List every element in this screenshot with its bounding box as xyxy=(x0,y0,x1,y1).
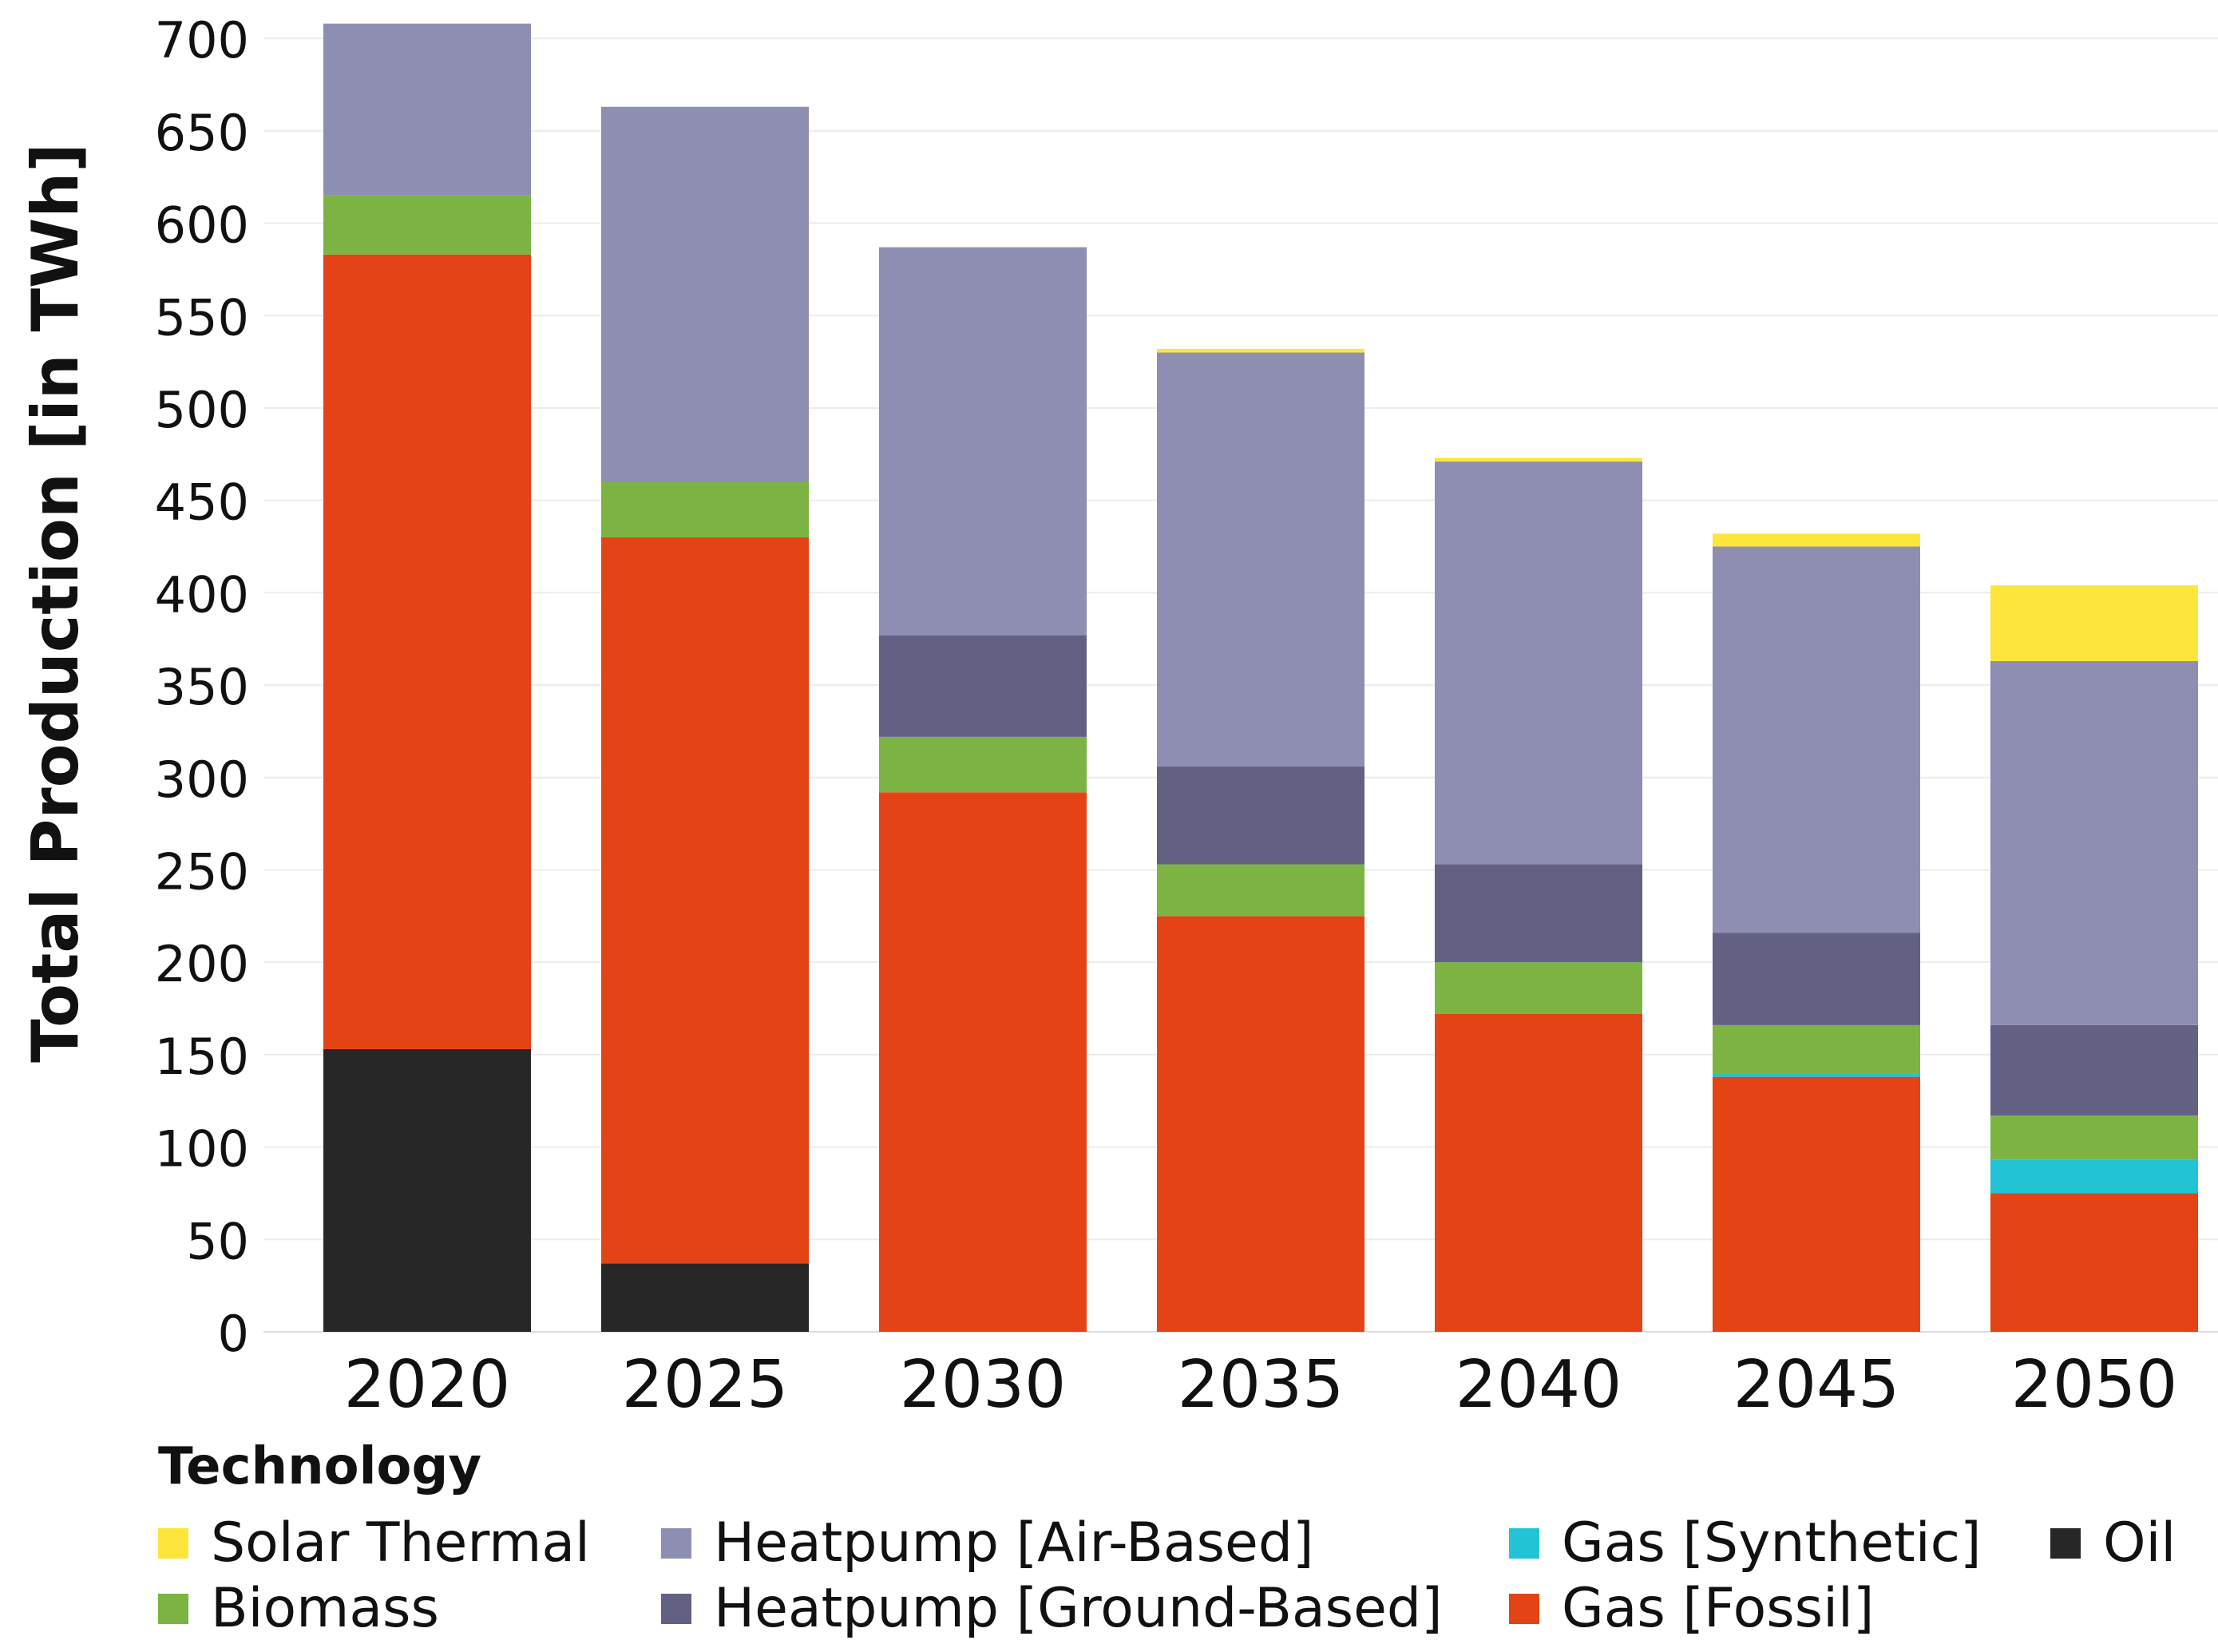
bar-segment-gas-fossil-2040 xyxy=(1435,1013,1642,1332)
legend-label-heatpump-ground: Heatpump [Ground-Based] xyxy=(714,1577,1443,1640)
bar-segment-biomass-2045 xyxy=(1713,1024,1920,1074)
bar-segment-gas-fossil-2020 xyxy=(323,254,531,1049)
y-tick-label: 200 xyxy=(155,935,249,993)
legend-label-oil: Oil xyxy=(2103,1511,2176,1575)
bar-segment-biomass-2020 xyxy=(323,195,531,255)
y-tick-label: 350 xyxy=(155,658,249,716)
x-tick-label: 2030 xyxy=(900,1347,1067,1423)
y-tick-label: 0 xyxy=(218,1305,249,1363)
bar-segment-heatpump-ground-based-2030 xyxy=(879,635,1087,737)
legend-label-gas-synthetic: Gas [Synthetic] xyxy=(1562,1511,1982,1575)
legend-swatch-heatpump-air xyxy=(661,1527,691,1559)
legend-label-heatpump-air: Heatpump [Air-Based] xyxy=(714,1511,1314,1575)
legend-item-heatpump-ground: Heatpump [Ground-Based] xyxy=(661,1577,1443,1640)
y-tick-label: 700 xyxy=(155,11,249,69)
bar-segment-solar-thermal-2035 xyxy=(1157,348,1364,353)
legend-label-gas-fossil: Gas [Fossil] xyxy=(1562,1577,1875,1640)
y-tick-label: 450 xyxy=(155,473,249,532)
bar-segment-heatpump-air-based-2035 xyxy=(1157,352,1364,767)
bar-segment-solar-thermal-2040 xyxy=(1435,458,1642,462)
x-tick-label: 2020 xyxy=(344,1347,511,1423)
bar-segment-heatpump-air-based-2050 xyxy=(1990,660,2198,1025)
y-tick-label: 50 xyxy=(186,1212,249,1270)
bar-segment-heatpump-ground-based-2035 xyxy=(1157,766,1364,865)
y-tick-label: 300 xyxy=(155,751,249,809)
bar-segment-heatpump-ground-based-2050 xyxy=(1990,1024,2198,1116)
legend-item-gas-fossil: Gas [Fossil] xyxy=(1509,1577,1874,1640)
x-tick-label: 2045 xyxy=(1733,1347,1900,1423)
x-tick-label: 2050 xyxy=(2011,1347,2178,1423)
bar-segment-heatpump-air-based-2020 xyxy=(323,23,531,196)
bar-segment-gas-fossil-2050 xyxy=(1990,1193,2198,1332)
y-tick-label: 400 xyxy=(155,565,249,624)
legend-item-heatpump-air: Heatpump [Air-Based] xyxy=(661,1511,1314,1575)
legend-swatch-gas-synthetic xyxy=(1509,1527,1539,1559)
x-tick-label: 2025 xyxy=(622,1347,789,1423)
bar-segment-heatpump-air-based-2025 xyxy=(601,106,809,482)
legend-item-solar-thermal: Solar Thermal xyxy=(158,1511,590,1575)
legend-swatch-solar-thermal xyxy=(158,1527,188,1559)
bar-segment-gas-fossil-2035 xyxy=(1157,916,1364,1332)
x-tick-label: 2035 xyxy=(1178,1347,1345,1423)
legend-swatch-biomass xyxy=(158,1593,188,1624)
bar-segment-gas-fossil-2030 xyxy=(879,792,1087,1332)
legend-item-gas-synthetic: Gas [Synthetic] xyxy=(1509,1511,1982,1575)
bar-segment-heatpump-air-based-2040 xyxy=(1435,462,1642,865)
legend-swatch-oil xyxy=(2050,1527,2081,1559)
x-tick-label: 2040 xyxy=(1456,1347,1622,1423)
bar-segment-gas-synthetic-2050 xyxy=(1990,1159,2198,1194)
bar-segment-heatpump-ground-based-2040 xyxy=(1435,864,1642,963)
y-tick-label: 600 xyxy=(155,196,249,255)
bar-segment-biomass-2035 xyxy=(1157,864,1364,917)
y-tick-label: 550 xyxy=(155,288,249,347)
bar-segment-gas-synthetic-2045 xyxy=(1713,1073,1920,1077)
bar-segment-heatpump-ground-based-2045 xyxy=(1713,933,1920,1025)
bar-segment-solar-thermal-2045 xyxy=(1713,533,1920,547)
legend-item-oil: Oil xyxy=(2050,1511,2176,1575)
y-tick-label: 100 xyxy=(155,1120,249,1179)
legend-label-solar-thermal: Solar Thermal xyxy=(211,1511,590,1575)
legend-item-biomass: Biomass xyxy=(158,1577,439,1640)
legend-label-biomass: Biomass xyxy=(211,1577,439,1640)
legend-title: Technology xyxy=(158,1437,482,1496)
bar-segment-solar-thermal-2050 xyxy=(1990,585,2198,661)
y-tick-label: 150 xyxy=(155,1028,249,1086)
bar-segment-biomass-2050 xyxy=(1990,1115,2198,1160)
bar-segment-biomass-2030 xyxy=(879,736,1087,793)
bar-segment-gas-fossil-2025 xyxy=(601,537,809,1264)
bar-segment-gas-fossil-2045 xyxy=(1713,1076,1920,1332)
y-tick-label: 650 xyxy=(155,104,249,162)
bar-segment-heatpump-air-based-2030 xyxy=(879,247,1087,636)
bar-segment-biomass-2040 xyxy=(1435,962,1642,1014)
y-tick-label: 500 xyxy=(155,381,249,439)
y-axis-label: Total Production [in TWh] xyxy=(18,143,93,1063)
legend-swatch-gas-fossil xyxy=(1509,1593,1539,1624)
bar-segment-oil-2025 xyxy=(601,1263,809,1332)
bar-segment-oil-2020 xyxy=(323,1048,531,1332)
bar-segment-heatpump-air-based-2045 xyxy=(1713,546,1920,933)
bar-segment-biomass-2025 xyxy=(601,481,809,537)
legend-swatch-heatpump-ground xyxy=(661,1593,691,1624)
y-tick-label: 250 xyxy=(155,842,249,901)
